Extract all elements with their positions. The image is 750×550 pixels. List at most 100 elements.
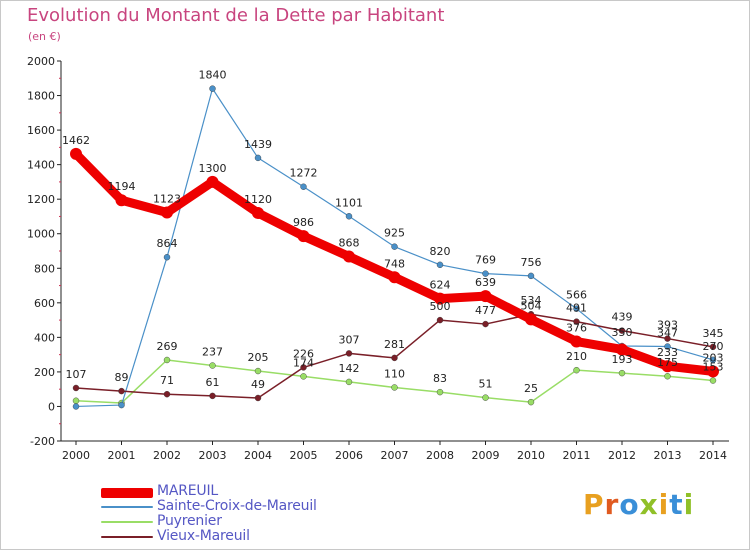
logo-letter: i <box>658 488 670 521</box>
y-tick-label: 1400 <box>27 159 55 172</box>
y-tick-label: 1000 <box>27 228 55 241</box>
data-point <box>482 320 489 328</box>
legend-swatch-puyrenier <box>101 521 153 523</box>
data-label: 71 <box>160 374 174 387</box>
legend-label-mareuil: MAREUIL <box>157 483 219 499</box>
data-label: 1272 <box>290 167 318 180</box>
data-label: 210 <box>566 350 587 363</box>
data-label: 868 <box>339 237 360 250</box>
data-point <box>527 398 535 406</box>
line-chart: -200 0 200 400 600 800 1000 1200 1400 1600 1800 200… <box>27 55 729 462</box>
data-point <box>709 343 717 351</box>
data-point <box>661 360 674 373</box>
data-point <box>72 397 80 404</box>
data-point <box>70 147 82 160</box>
legend-label-sainte-croix: Sainte-Croix-de-Mareuil <box>157 498 317 514</box>
data-label: 347 <box>657 327 678 340</box>
data-point <box>72 403 80 410</box>
proxiti-logo: Proxiti <box>583 488 694 521</box>
data-label: 1120 <box>244 193 272 206</box>
data-point <box>707 365 719 378</box>
data-label: 270 <box>703 340 724 353</box>
data-point <box>709 377 717 384</box>
data-point <box>300 364 307 371</box>
data-point <box>163 254 171 261</box>
logo-letter: r <box>604 488 620 521</box>
legend-label-vieux-mareuil: Vieux-Mareuil <box>157 528 250 544</box>
data-point <box>573 305 580 312</box>
data-point <box>300 183 307 190</box>
data-point <box>618 369 626 377</box>
data-point <box>345 213 353 220</box>
x-tick-label: 2005 <box>290 449 318 462</box>
data-point <box>297 230 310 243</box>
data-point <box>254 394 262 402</box>
data-point <box>664 335 671 342</box>
data-point <box>436 316 444 324</box>
y-tick-label: 0 <box>48 400 55 413</box>
legend-item-puyrenier: Puyrenier <box>101 513 401 530</box>
logo-letter: i <box>683 488 695 521</box>
legend-swatch-sainte-croix <box>101 506 153 508</box>
data-label: 491 <box>566 302 587 315</box>
data-point <box>343 250 355 263</box>
y-tick-label: 1200 <box>27 193 55 206</box>
logo-letter: x <box>639 488 659 521</box>
data-label: 142 <box>339 362 360 375</box>
data-label: 439 <box>612 311 633 324</box>
data-point <box>209 392 216 400</box>
data-label: 864 <box>157 237 178 250</box>
legend-swatch-vieux-mareuil <box>101 536 153 538</box>
data-point <box>254 154 262 162</box>
data-label: 107 <box>66 368 87 381</box>
data-label: 89 <box>115 371 129 384</box>
data-point <box>118 387 125 395</box>
data-label: 639 <box>475 276 496 289</box>
logo-letter: o <box>619 488 640 521</box>
chart-title: Evolution du Montant de la Dette par Hab… <box>27 5 445 26</box>
data-point <box>436 261 444 269</box>
logo-letter: P <box>583 488 605 521</box>
data-label: 925 <box>384 227 405 240</box>
data-point <box>300 373 307 380</box>
data-label: 61 <box>206 376 220 389</box>
y-tick-label: 1600 <box>27 124 55 137</box>
data-label: 281 <box>384 338 405 351</box>
y-tick-label: 2000 <box>27 55 55 68</box>
data-label: 393 <box>657 319 678 332</box>
data-point <box>434 292 446 305</box>
legend-item-sainte-croix: Sainte-Croix-de-Mareuil <box>101 498 401 515</box>
data-point <box>616 343 628 356</box>
data-label: 269 <box>157 340 178 353</box>
data-label: 307 <box>339 333 360 346</box>
data-label: 175 <box>657 356 678 369</box>
logo-letter: t <box>669 488 684 521</box>
data-label: 376 <box>566 322 587 335</box>
data-label: 153 <box>703 361 724 374</box>
data-point <box>618 327 626 334</box>
data-label: 1462 <box>62 134 90 147</box>
x-tick-label: 2012 <box>608 449 636 462</box>
data-label: 110 <box>384 367 405 380</box>
data-label: 477 <box>475 304 496 317</box>
data-point <box>345 350 353 357</box>
data-label: 1194 <box>108 180 136 193</box>
data-label: 748 <box>384 257 405 270</box>
axes: -200 0 200 400 600 800 1000 1200 1400 1600 1800 200… <box>27 55 729 462</box>
data-point <box>391 243 398 250</box>
data-point <box>163 390 171 398</box>
data-point <box>436 388 444 396</box>
data-label: 1840 <box>199 69 227 82</box>
legend-label-puyrenier: Puyrenier <box>157 513 222 529</box>
data-label: 566 <box>566 289 587 302</box>
data-point <box>252 207 264 219</box>
data-label: 83 <box>433 372 447 385</box>
data-point <box>118 401 125 409</box>
data-point <box>206 175 219 188</box>
data-label: 820 <box>430 245 451 258</box>
data-point <box>161 206 173 219</box>
y-tick-label: 800 <box>34 262 55 275</box>
data-point <box>664 373 671 380</box>
x-tick-label: 2014 <box>699 449 727 462</box>
data-label: 205 <box>248 351 269 364</box>
